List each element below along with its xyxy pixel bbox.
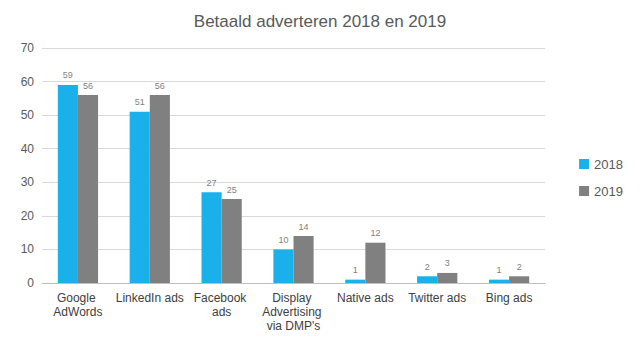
- svg-text:AdWords: AdWords: [53, 305, 102, 319]
- svg-text:0: 0: [27, 276, 34, 290]
- svg-text:ads: ads: [212, 305, 231, 319]
- svg-text:Display: Display: [272, 291, 315, 305]
- svg-text:Bing ads: Bing ads: [486, 291, 533, 305]
- svg-text:Twitter ads: Twitter ads: [408, 291, 466, 305]
- svg-text:Advertising: Advertising: [262, 305, 325, 319]
- svg-text:LinkedIn ads: LinkedIn ads: [116, 291, 184, 305]
- svg-text:50: 50: [21, 108, 35, 122]
- svg-text:10: 10: [278, 235, 288, 245]
- svg-text:51: 51: [135, 97, 145, 107]
- svg-text:3: 3: [445, 258, 450, 268]
- svg-text:Facebook: Facebook: [194, 291, 250, 305]
- svg-text:via DMP's: via DMP's: [267, 319, 321, 333]
- svg-text:2: 2: [517, 262, 522, 272]
- svg-text:14: 14: [299, 222, 309, 232]
- svg-text:Betaald adverteren 2018 en 201: Betaald adverteren 2018 en 2019: [194, 12, 446, 31]
- svg-text:2: 2: [425, 262, 430, 272]
- svg-text:70: 70: [21, 41, 35, 55]
- svg-text:30: 30: [21, 175, 35, 189]
- svg-text:60: 60: [21, 75, 35, 89]
- svg-text:1: 1: [353, 265, 358, 275]
- svg-text:40: 40: [21, 142, 35, 156]
- svg-text:20: 20: [21, 209, 35, 223]
- svg-text:27: 27: [207, 178, 217, 188]
- svg-text:10: 10: [21, 242, 35, 256]
- svg-text:Native ads: Native ads: [337, 291, 394, 305]
- svg-text:2019: 2019: [594, 184, 623, 199]
- svg-text:25: 25: [227, 185, 237, 195]
- svg-text:2018: 2018: [594, 157, 623, 172]
- svg-text:12: 12: [370, 228, 380, 238]
- svg-text:1: 1: [497, 265, 502, 275]
- svg-text:56: 56: [155, 81, 165, 91]
- svg-text:56: 56: [83, 81, 93, 91]
- svg-text:Google: Google: [57, 291, 99, 305]
- svg-text:59: 59: [63, 70, 73, 80]
